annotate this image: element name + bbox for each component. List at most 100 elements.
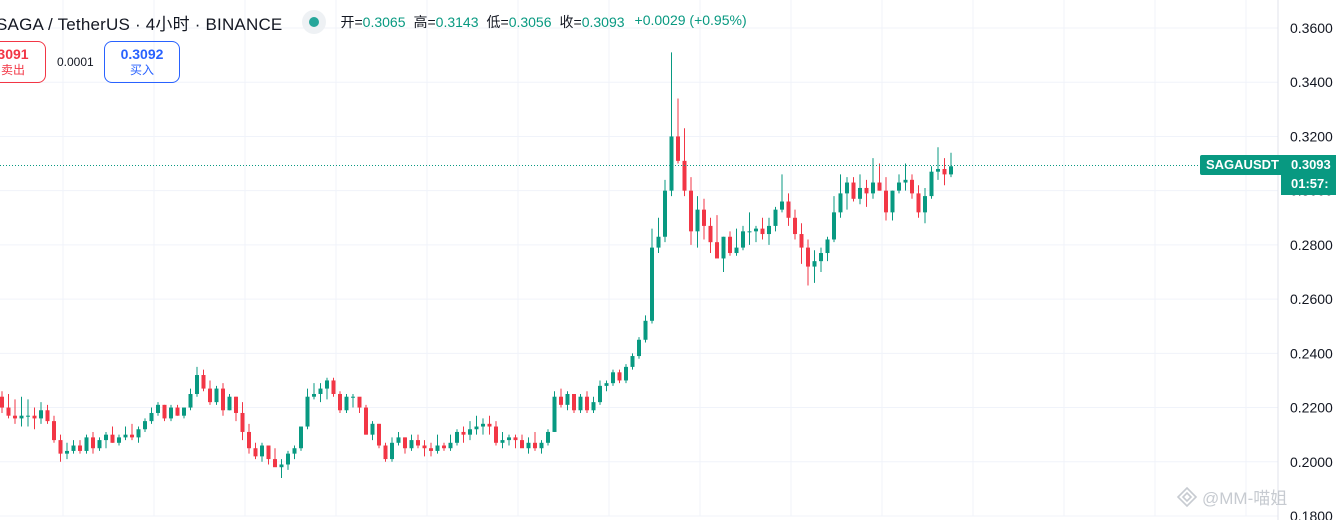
candle [299,426,303,451]
candle-body [884,190,888,213]
candle [19,396,24,427]
candle-body [6,407,11,416]
candle [377,423,381,449]
candle-body [552,396,557,432]
candle-body [65,450,69,454]
candle [773,206,778,232]
candle-body [819,253,823,262]
y-tick-label: 0.3200 [1290,128,1333,144]
candle [214,385,219,405]
candle-body [721,236,726,259]
candle [799,223,804,264]
candle-body [227,396,232,411]
candle-body [910,179,914,194]
candle [442,442,446,451]
candle-body [344,396,349,411]
sell-button[interactable]: 3091 卖出 [0,41,46,83]
candle-body [136,429,141,438]
candle [702,198,706,240]
candle-body [318,388,323,394]
candle [0,391,4,413]
candle [461,426,466,443]
candle-body [864,187,869,194]
candle-body [890,190,895,213]
candle [84,434,89,454]
candle [169,404,173,422]
buy-button[interactable]: 0.3092 买入 [104,41,180,83]
candle-body [253,448,258,457]
bar-countdown: 01:57: [1291,176,1329,191]
candle [286,450,290,470]
candle [884,177,888,221]
high-value: 0.3143 [435,14,479,30]
y-tick-label: 0.2600 [1290,291,1333,307]
candle [890,190,895,221]
candle-body [559,396,563,405]
candle [747,212,752,245]
candle-body [858,187,862,199]
candle-body [851,182,856,199]
candle [188,388,193,411]
candle [162,404,167,422]
candle-body [754,228,758,232]
candle-body [604,383,609,386]
candle-body [507,437,511,441]
candle-body [416,440,420,446]
candle [598,380,602,405]
candle-body [897,182,901,191]
candle [26,399,30,427]
candle [838,174,843,218]
candle-body [643,320,648,340]
candle [97,437,102,451]
candle-body [767,225,771,235]
candle [305,388,310,430]
candle-body [156,404,160,413]
candle [123,426,128,441]
candle [240,402,245,441]
candle-body [247,431,251,449]
candle [767,217,771,245]
candle [71,440,76,454]
candle-body [338,394,342,411]
candle [331,377,336,397]
candle-body [702,209,706,226]
candle-body [279,464,284,468]
candle [58,434,63,462]
candle [897,174,901,194]
watermark: @MM-喵姐 [1176,484,1287,509]
symbol-price-label: SAGAUSDT [1200,155,1285,175]
candle [260,442,264,462]
chart-grid [0,0,1278,517]
candle-body [715,242,719,259]
candle [390,437,394,462]
market-status-icon[interactable] [302,10,327,34]
candle [234,396,238,422]
candle [507,434,511,446]
symbol-title: SAGA / TetherUS · 4小时 · BINANCE [0,14,283,34]
candle [91,431,95,454]
candle-body [169,407,173,419]
candle [936,147,940,180]
candle-body [377,423,381,446]
candle [858,174,862,205]
candle [552,391,557,432]
candle-body [26,415,30,417]
candle-body [676,136,680,161]
candle [500,431,505,449]
candle-body [637,339,641,357]
candle-body [520,440,524,449]
candle [422,440,427,457]
candle [175,404,180,416]
candle [221,383,225,416]
candle-body [799,234,804,248]
candle [851,177,856,202]
candle [656,217,661,254]
candle-body [572,394,576,411]
candle [910,174,914,199]
candle [455,429,459,446]
candle-body [201,375,206,389]
candle-body [526,442,531,449]
candle-body [903,179,908,183]
candle-body [32,415,37,419]
